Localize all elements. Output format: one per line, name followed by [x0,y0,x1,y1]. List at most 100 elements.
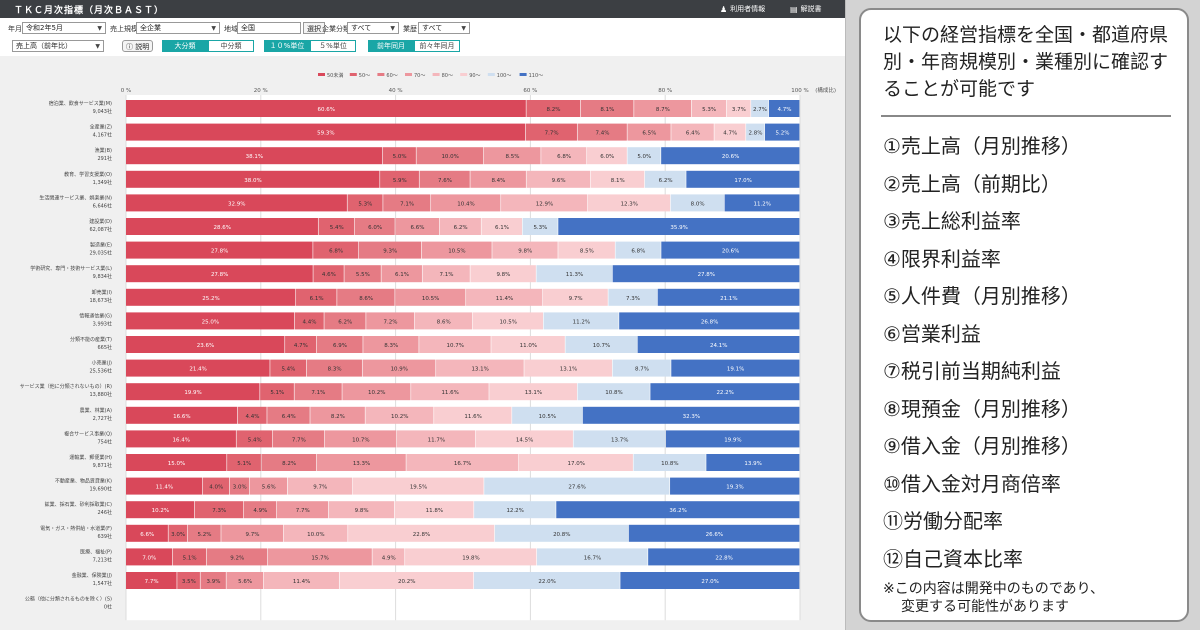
bar-segment [637,336,800,353]
bar-segment [328,501,395,519]
legend-swatch [432,73,440,76]
bar-segment [587,147,627,165]
explain-button[interactable]: ⓘ 説明 [122,40,154,52]
bar-value-label: 22.0% [538,579,555,585]
bar-value-label: 5.4% [281,367,295,373]
row-count: 7,213社 [93,556,112,563]
industry-history-select[interactable]: すべて ▼ [418,22,470,34]
bar-segment [126,359,270,377]
bar-segment [764,123,800,141]
bar-segment [126,548,173,566]
row-count: 291社 [97,155,112,162]
indicator-item: ⑫自己資本比率 [883,546,1023,571]
bar-segment [194,501,244,519]
bar-value-label: 6.9% [333,343,347,349]
bar-segment [236,430,273,448]
chart-area: 0 % 20 % 40 % 60 % 80 % 100 % (構成比) 50未満 50〜 60〜 7… [0,56,845,630]
year-select[interactable]: 令和2年5月 ▼ [22,22,106,34]
bar-value-label: 20.6% [722,249,739,255]
bar-value-label: 5.3% [358,201,372,207]
bar-value-label: 7.7% [296,508,310,514]
bar-value-label: 8.7% [635,367,649,373]
info-panel: 以下の経営指標を全国・都道府県別・年商規模別・業種別に確認することが可能です ①… [859,8,1189,622]
indicator-item: ③売上総利益率 [883,209,1021,233]
bar-segment [382,147,416,165]
bar-segment [416,147,484,165]
bar-segment [634,100,692,117]
bar-value-label: 10.9% [391,367,408,373]
bar-segment [691,100,727,117]
bar-value-label: 7.1% [311,390,325,396]
bar-value-label: 8.1% [611,178,625,184]
bar-value-label: 15.0% [168,461,185,467]
seg-two-years-before[interactable]: 前々年同月 [414,40,460,52]
user-icon: ♟ [720,4,728,14]
bar-value-label: 19.1% [727,367,744,373]
bar-value-label: 10.7% [447,343,464,349]
row-count: 6,646社 [93,202,112,209]
bar-segment [168,524,188,542]
bar-value-label: 6.8% [631,249,645,255]
bar-value-label: 10.4% [457,201,474,207]
bar-segment [126,312,295,330]
bar-segment [126,336,285,353]
bar-value-label: 5.2% [775,131,789,137]
bar-segment [352,477,484,495]
bar-segment [470,265,536,283]
bar-value-label: 19.3% [726,485,743,491]
seg-10pct-unit[interactable]: １０%単位 [264,40,310,52]
bar-value-label: 9.7% [569,296,583,302]
row-label: 建設業(D) [89,218,112,225]
manual-link[interactable]: ▤ 解説書 [790,4,822,14]
seg-5pct-unit[interactable]: ５%単位 [310,40,356,52]
user-info-link[interactable]: ♟ 利用者情報 [720,4,765,14]
bar-segment [644,170,686,188]
seg-previous-year[interactable]: 前年同月 [368,40,414,52]
sales-scale-select[interactable]: 全企業 ▼ [136,22,220,34]
bar-value-label: 6.5% [642,131,656,137]
bar-segment [671,123,714,141]
bar-value-label: 5.1% [183,555,197,561]
bar-value-label: 5.3% [533,225,547,231]
seg-major-category[interactable]: 大分類 [162,40,208,52]
note-line-1: ※この内容は開発中のものであり、 [883,581,1105,597]
indicator-item: ⑨借入金（月別推移） [883,434,1081,458]
bar-value-label: 27.8% [698,272,715,278]
row-count: 62,087社 [90,226,113,233]
row-label: 全産業(Z) [90,124,112,131]
indicator-item: ④限界利益率 [883,246,1001,271]
bar-segment [363,336,419,353]
bar-segment [287,477,353,495]
company-class-select[interactable]: すべて ▼ [347,22,399,34]
bar-segment [431,194,501,212]
stacked-bar-chart: 0 % 20 % 40 % 60 % 80 % 100 % (構成比) 50未満 50〜 60〜 7… [20,72,836,621]
bar-value-label: 6.1% [395,272,409,278]
bar-value-label: 35.9% [670,225,687,231]
bar-segment [518,454,633,471]
bar-segment [126,100,526,117]
app-window: ＴＫＣ月次指標（月次ＢＡＳＴ） ♟ 利用者情報 ▤ 解説書 年月 令和2年5月 … [0,0,846,630]
bar-value-label: 27.8% [211,272,228,278]
bar-value-label: 10.2% [152,508,169,514]
bar-segment [229,477,250,495]
bar-segment [263,572,339,589]
bar-value-label: 10.2% [368,390,385,396]
row-label: サービス業（他に分類されないもの）(R) [20,383,112,390]
bar-value-label: 11.0% [520,343,537,349]
seg-middle-category[interactable]: 中分類 [208,40,254,52]
bar-segment [270,359,307,377]
bar-segment [126,265,313,283]
bar-segment [665,430,800,448]
bar-segment [512,406,583,424]
region-field[interactable]: 全国 [237,22,301,34]
indicator-select[interactable]: 売上高（前年比） ▼ [12,40,104,52]
bar-segment [590,170,645,188]
legend-swatch [318,73,325,76]
region-select-button[interactable]: 選択 [303,22,325,34]
bar-segment [491,336,565,353]
bar-segment [580,100,634,117]
row-label: 宿泊業、飲食サービス業(M) [49,100,112,107]
indicator-item: ⑤人件費（月別推移） [883,284,1081,308]
bar-value-label: 6.4% [686,131,700,137]
bar-segment [337,288,395,306]
